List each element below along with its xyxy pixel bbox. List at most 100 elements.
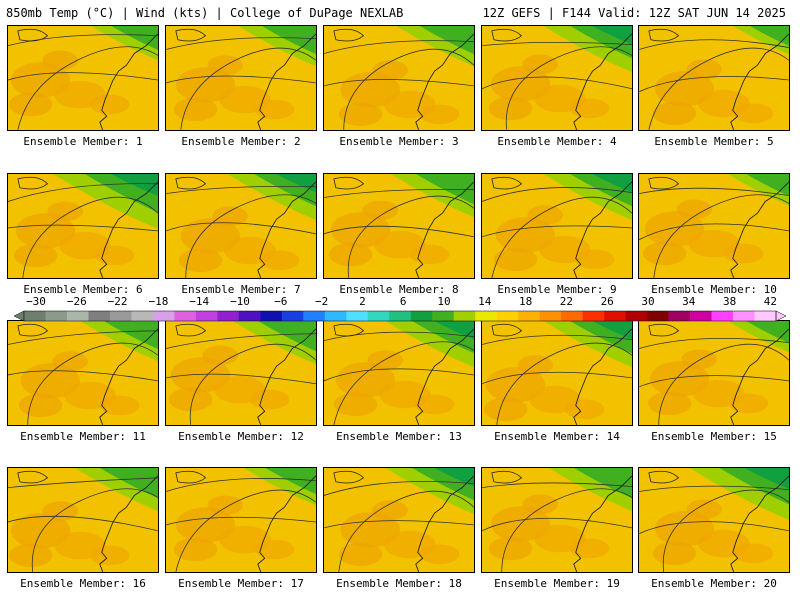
colorbar-swatch [389,311,412,321]
map-field [482,321,632,425]
colorbar-swatch [561,311,583,321]
ensemble-map-panel [323,173,475,279]
colorbar-tick-label: −6 [274,295,288,308]
map-field [639,174,789,278]
ensemble-member-caption: Ensemble Member: 4 [497,135,617,148]
map-field [639,468,789,572]
ensemble-map-panel [165,320,317,426]
colorbar-tick-label: 14 [478,295,492,308]
colorbar-tick-label: −18 [148,295,169,308]
ensemble-map-panel [323,25,475,131]
ensemble-map-panel [481,320,633,426]
colorbar-swatch [496,311,519,321]
valid-time-label: 12Z GEFS | F144 Valid: 12Z SAT JUN 14 20… [482,6,786,20]
colorbar-right-arrow [775,310,786,322]
colorbar-tick-label: 6 [399,295,407,308]
colorbar-swatch [432,311,455,321]
colorbar-tick-label: 2 [359,295,366,308]
colorbar-swatch [24,311,46,321]
colorbar-swatch [668,311,691,321]
ensemble-member-caption: Ensemble Member: 17 [178,577,304,590]
colorbar-swatch [690,311,712,321]
ensemble-member-caption: Ensemble Member: 12 [178,430,304,443]
colorbar-tick-label: −22 [107,295,128,308]
ensemble-member-caption: Ensemble Member: 5 [654,135,774,148]
colorbar-swatch [733,311,755,321]
ensemble-map-panel [7,25,159,131]
colorbar-swatch [281,311,304,321]
colorbar-tick-label: 22 [559,295,574,308]
colorbar-tick-label: 18 [518,295,533,308]
colorbar-swatch [303,311,326,321]
ensemble-member-caption: Ensemble Member: 18 [336,577,462,590]
ensemble-map-panel [638,173,790,279]
colorbar-tick-label: −30 [26,295,46,308]
ensemble-map-panel [7,320,159,426]
colorbar-tick-label: −14 [189,295,210,308]
colorbar-swatch [45,311,68,321]
map-field [166,26,316,130]
colorbar-swatch [604,311,626,321]
ensemble-member-caption: Ensemble Member: 8 [339,283,459,296]
map-field [324,174,474,278]
colorbar-swatch [367,311,390,321]
colorbar-swatch [453,311,476,321]
colorbar-swatch [217,311,240,321]
map-field [324,468,474,572]
colorbar-swatch [518,311,540,321]
map-field [166,174,316,278]
colorbar-tick-label: −2 [314,295,329,308]
colorbar-tick-label: 26 [600,295,614,308]
colorbar-swatch [625,311,648,321]
ensemble-member-caption: Ensemble Member: 19 [494,577,620,590]
colorbar-tick-label: 10 [437,295,451,308]
colorbar-swatch [152,311,175,321]
ensemble-member-caption: Ensemble Member: 15 [651,430,777,443]
ensemble-member-caption: Ensemble Member: 10 [651,283,777,296]
colorbar-swatch [88,311,111,321]
map-field [324,321,474,425]
map-field [166,468,316,572]
map-field [639,321,789,425]
map-field [166,321,316,425]
ensemble-map-panel [638,320,790,426]
colorbar-swatch [647,311,669,321]
ensemble-map-panel [481,173,633,279]
colorbar-tick-label: 38 [722,295,737,308]
colorbar-swatch [582,311,605,321]
colorbar-swatch [410,311,433,321]
map-field [482,174,632,278]
map-field [8,174,158,278]
ensemble-map-panel [165,25,317,131]
colorbar-tick-label: −10 [230,295,250,308]
map-field [8,26,158,130]
ensemble-map-panel [165,173,317,279]
colorbar-swatch [260,311,283,321]
ensemble-member-caption: Ensemble Member: 7 [181,283,301,296]
ensemble-map-panel [7,173,159,279]
colorbar-tick-label: 30 [641,295,655,308]
ensemble-map-panel [638,467,790,573]
ensemble-map-panel [481,467,633,573]
colorbar-swatch [195,311,218,321]
colorbar-tick-label: 34 [682,295,696,308]
colorbar-left-arrow [14,310,25,322]
ensemble-map-panel [323,467,475,573]
ensemble-map-panel [165,467,317,573]
colorbar-tick-label: 42 [763,295,778,308]
ensemble-member-caption: Ensemble Member: 16 [20,577,146,590]
colorbar-tick-label: −26 [66,295,87,308]
ensemble-member-caption: Ensemble Member: 14 [494,430,620,443]
ensemble-member-caption: Ensemble Member: 11 [20,430,146,443]
map-field [482,468,632,572]
ensemble-map-panel [638,25,790,131]
colorbar-swatch [238,311,261,321]
map-field [8,468,158,572]
temperature-colorbar [14,310,786,322]
ensemble-map-panel [323,320,475,426]
colorbar-swatch [475,311,497,321]
chart-title: 850mb Temp (°C) | Wind (kts) | College o… [6,6,404,20]
map-field [482,26,632,130]
ensemble-map-panel [481,25,633,131]
colorbar-swatch [66,311,89,321]
